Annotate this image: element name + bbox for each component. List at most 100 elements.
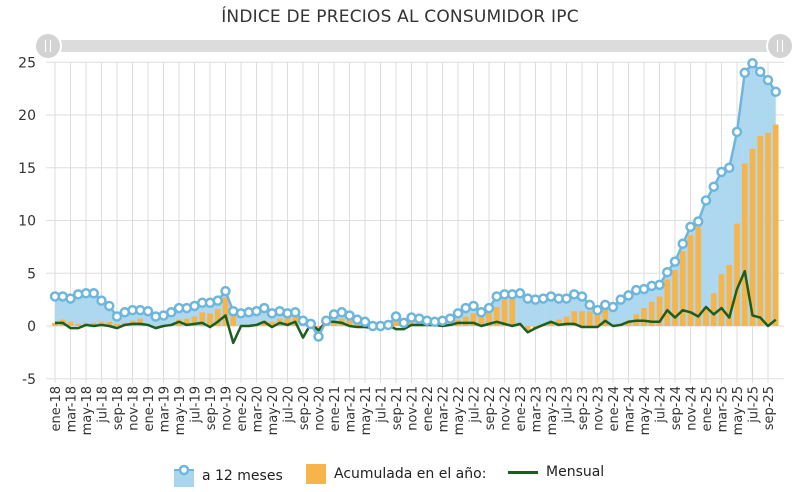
acumulada-bar xyxy=(718,274,725,326)
x-tick-label: may-24 xyxy=(638,386,653,435)
a12-point xyxy=(762,74,774,86)
y-tick-label: 25 xyxy=(18,55,36,71)
grid xyxy=(46,61,784,383)
acumulada-bar xyxy=(284,317,291,326)
legend-item-a12[interactable]: a 12 meses xyxy=(172,464,283,488)
acumulada-bar xyxy=(641,308,647,326)
series-a12-line xyxy=(49,58,781,342)
acumulada-bar xyxy=(199,312,206,326)
a12-point xyxy=(561,293,572,304)
legend-mensual-label: Mensual xyxy=(546,464,605,480)
acumulada-bar xyxy=(734,223,740,326)
x-tick-label: ene-20 xyxy=(235,386,250,431)
x-tick-label: jul-18 xyxy=(96,386,111,424)
a12-point xyxy=(708,181,719,192)
x-tick-label: may-18 xyxy=(80,386,95,435)
acumulada-bar xyxy=(152,326,159,327)
a12-point xyxy=(514,288,526,299)
acumulada-bar xyxy=(408,319,415,326)
a12-point xyxy=(359,316,371,328)
a12-point xyxy=(220,285,231,297)
a12-point xyxy=(212,295,223,306)
a12-point xyxy=(96,295,107,306)
x-tick-label: ene-18 xyxy=(49,386,64,431)
x-tick-label: jul-21 xyxy=(375,386,390,424)
a12-point xyxy=(452,308,464,319)
a12-point xyxy=(747,58,758,69)
acumulada-bar xyxy=(191,316,198,326)
a12-point xyxy=(669,256,681,267)
y-tick-label: 10 xyxy=(18,214,36,230)
x-tick-label: nov-22 xyxy=(499,386,514,431)
acumulada-bar xyxy=(679,251,686,326)
acumulada-bar xyxy=(393,317,399,326)
legend-acumulada-swatch-icon xyxy=(306,464,326,484)
x-tick-label: ene-19 xyxy=(142,386,157,431)
x-tick-label: mar-25 xyxy=(716,386,731,432)
x-tick-label: nov-21 xyxy=(406,386,421,431)
a12-point xyxy=(607,301,619,313)
y-tick-label: 5 xyxy=(27,266,36,282)
a12-point xyxy=(398,317,409,329)
acumulada-bar xyxy=(501,299,508,326)
scrollbar-right-handle[interactable] xyxy=(766,32,794,60)
acumulada-bar xyxy=(486,311,492,326)
legend-a12-label: a 12 meses xyxy=(202,468,283,484)
a12-point xyxy=(662,266,673,278)
legend-item-mensual[interactable]: Mensual xyxy=(508,464,604,480)
x-tick-label: mar-22 xyxy=(437,386,452,432)
a12-point xyxy=(476,307,487,318)
y-tick-label: 15 xyxy=(18,161,36,177)
x-tick-label: mar-19 xyxy=(158,386,173,432)
x-tick-label: ene-21 xyxy=(328,386,343,431)
y-axis: -5 0 5 10 15 20 25 xyxy=(18,55,36,388)
x-tick-label: sep-23 xyxy=(576,386,591,430)
a12-point xyxy=(259,302,270,314)
a12-point xyxy=(65,293,76,304)
scrollbar-left-handle[interactable] xyxy=(34,32,62,60)
a12-point xyxy=(654,279,665,291)
range-scrollbar[interactable] xyxy=(34,32,794,60)
acumulada-bar xyxy=(648,301,655,326)
acumulada-bar xyxy=(571,311,578,326)
x-tick-label: mar-20 xyxy=(251,386,266,432)
a12-point xyxy=(111,311,123,322)
scrollbar-track[interactable] xyxy=(48,40,780,52)
legend-mensual-swatch-icon xyxy=(508,470,538,474)
acumulada-bar xyxy=(114,323,120,326)
acumulada-bar xyxy=(703,307,709,326)
x-tick-label: sep-24 xyxy=(669,386,684,430)
x-tick-label: ene-25 xyxy=(700,386,715,431)
a12-point xyxy=(731,126,743,138)
a12-point xyxy=(104,300,115,312)
a12-point xyxy=(716,166,727,178)
x-tick-label: mar-18 xyxy=(65,386,80,432)
acumulada-bar xyxy=(710,293,717,326)
legend-item-acumulada[interactable]: Acumulada en el año: xyxy=(306,464,486,484)
acumulada-bar xyxy=(230,314,237,326)
mensual-line xyxy=(55,269,777,345)
series-mensual-line xyxy=(54,269,777,345)
x-tick-label: may-23 xyxy=(545,386,560,435)
x-tick-label: may-20 xyxy=(266,386,281,435)
a12-point xyxy=(755,66,766,77)
acumulada-bar xyxy=(90,322,97,326)
x-tick-label: ene-23 xyxy=(514,386,529,431)
a12-point xyxy=(166,307,177,318)
a12-point xyxy=(693,216,704,227)
a12-point xyxy=(623,290,634,301)
a12-point xyxy=(483,302,495,314)
x-tick-label: nov-24 xyxy=(685,386,700,431)
a12-point xyxy=(445,313,456,324)
x-tick-label: jul-25 xyxy=(747,386,762,424)
chart-title: ÍNDICE DE PRECIOS AL CONSUMIDOR IPC xyxy=(221,7,579,27)
acumulada-bar xyxy=(106,321,113,326)
x-tick-label: mar-23 xyxy=(530,386,545,432)
acumulada-bar xyxy=(563,316,570,326)
acumulada-bar xyxy=(586,311,593,326)
acumulada-bar xyxy=(137,318,144,326)
x-tick-label: may-19 xyxy=(173,386,188,435)
x-tick-label: jul-23 xyxy=(561,386,576,424)
x-tick-label: sep-25 xyxy=(762,386,777,430)
